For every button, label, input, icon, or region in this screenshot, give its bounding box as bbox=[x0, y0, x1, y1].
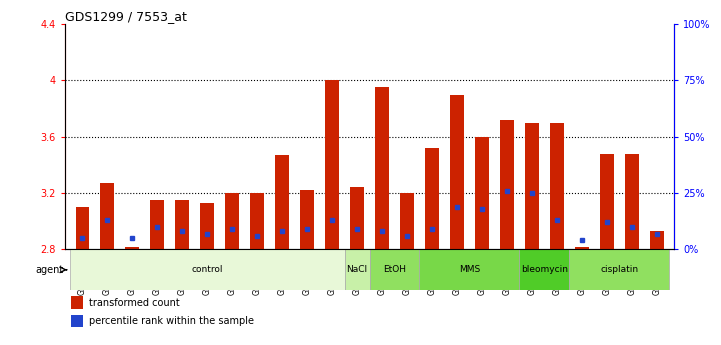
Bar bbox=[175, 200, 189, 249]
Bar bbox=[625, 154, 639, 249]
Text: GDS1299 / 7553_at: GDS1299 / 7553_at bbox=[65, 10, 187, 23]
Bar bbox=[226, 193, 239, 249]
Text: cisplatin: cisplatin bbox=[600, 265, 638, 274]
Bar bbox=[151, 200, 164, 249]
Bar bbox=[325, 80, 339, 249]
Bar bbox=[650, 231, 663, 249]
Text: MMS: MMS bbox=[459, 265, 480, 274]
Bar bbox=[525, 123, 539, 249]
Text: agent: agent bbox=[35, 265, 63, 275]
Bar bbox=[71, 296, 83, 309]
Bar bbox=[300, 190, 314, 249]
Text: bleomycin: bleomycin bbox=[521, 265, 568, 274]
Text: percentile rank within the sample: percentile rank within the sample bbox=[89, 316, 255, 326]
Bar bbox=[550, 123, 564, 249]
Bar bbox=[575, 247, 588, 249]
Bar bbox=[425, 148, 439, 249]
Bar bbox=[570, 249, 669, 290]
Bar bbox=[125, 247, 139, 249]
Bar bbox=[70, 249, 345, 290]
Bar bbox=[100, 183, 114, 249]
Bar bbox=[400, 193, 414, 249]
Text: transformed count: transformed count bbox=[89, 297, 180, 307]
Bar bbox=[71, 315, 83, 327]
Text: EtOH: EtOH bbox=[383, 265, 406, 274]
Bar bbox=[519, 249, 570, 290]
Bar bbox=[345, 249, 370, 290]
Bar bbox=[500, 120, 513, 249]
Bar bbox=[375, 88, 389, 249]
Bar bbox=[275, 155, 289, 249]
Bar bbox=[420, 249, 519, 290]
Bar bbox=[250, 193, 264, 249]
Text: control: control bbox=[192, 265, 223, 274]
Bar bbox=[369, 249, 420, 290]
Bar bbox=[600, 154, 614, 249]
Bar bbox=[76, 207, 89, 249]
Bar bbox=[475, 137, 489, 249]
Bar bbox=[450, 95, 464, 249]
Bar bbox=[350, 187, 364, 249]
Bar bbox=[200, 203, 214, 249]
Text: NaCl: NaCl bbox=[347, 265, 368, 274]
